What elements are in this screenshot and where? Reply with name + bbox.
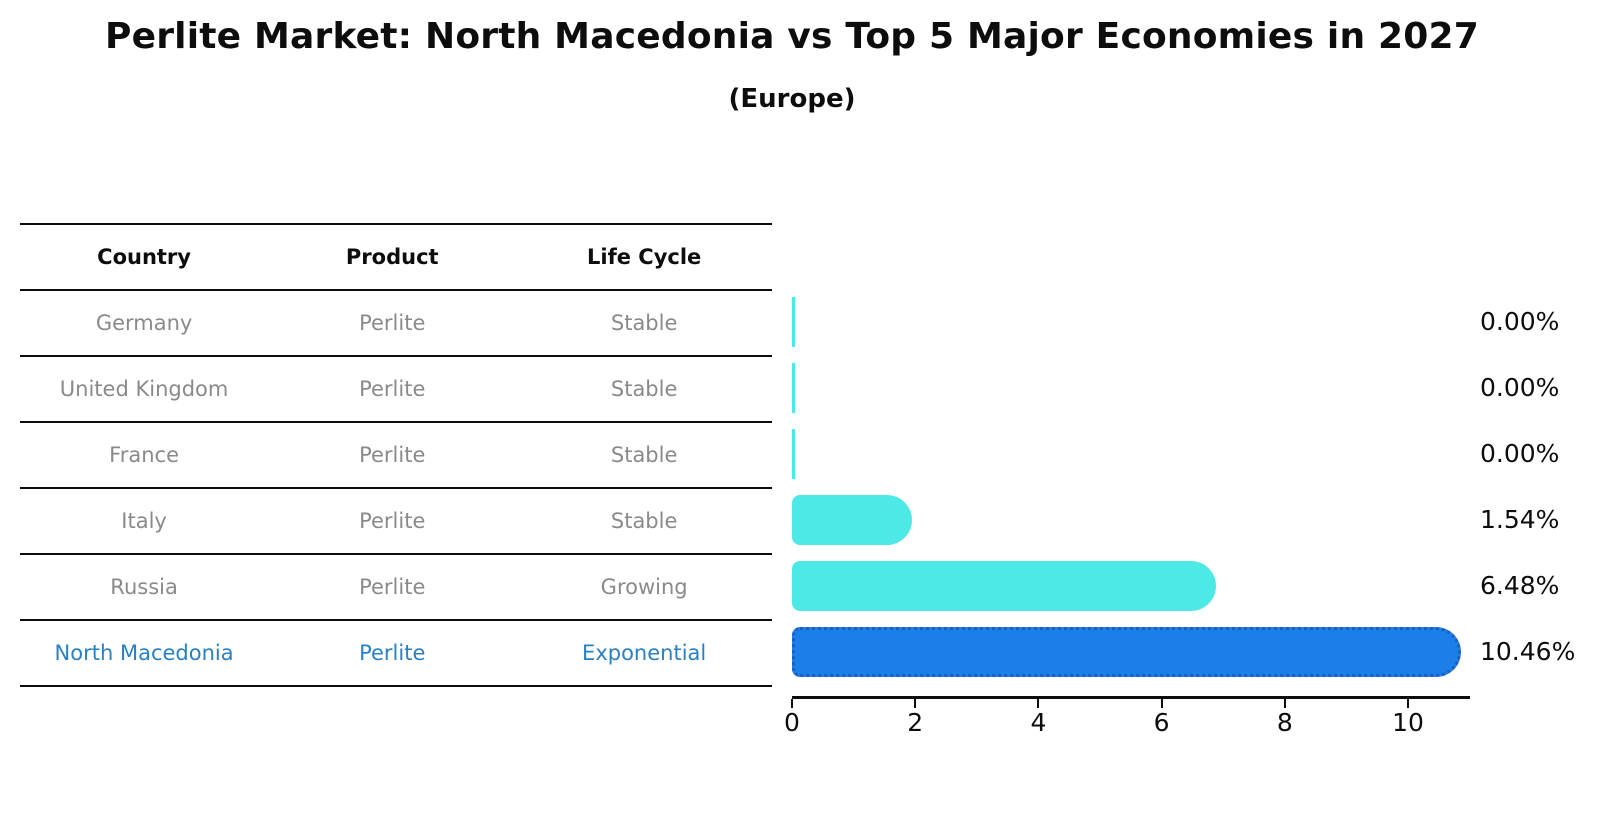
- value-label-italy: 1.54%: [1480, 505, 1560, 534]
- table-row-united-kingdom: United Kingdom Perlite Stable: [20, 355, 772, 421]
- cell-life-cycle: Stable: [610, 443, 678, 467]
- cell-country: United Kingdom: [59, 377, 229, 401]
- x-axis-tick-label-2: 2: [907, 708, 924, 737]
- value-label-north-macedonia: 10.46%: [1480, 637, 1576, 666]
- column-header-life-cycle: Life Cycle: [587, 245, 702, 269]
- cell-country: Russia: [110, 575, 178, 599]
- value-label-united-kingdom: 0.00%: [1480, 373, 1560, 402]
- cell-product: Perlite: [359, 641, 426, 665]
- x-axis-tick-label-4: 4: [1030, 708, 1047, 737]
- cell-country: Italy: [121, 509, 167, 533]
- cell-life-cycle: Exponential: [582, 641, 707, 665]
- cell-life-cycle: Stable: [610, 311, 678, 335]
- cell-country: North Macedonia: [54, 641, 234, 665]
- cell-life-cycle: Growing: [600, 575, 688, 599]
- cell-life-cycle: Stable: [610, 509, 678, 533]
- x-axis-line: [792, 696, 1470, 699]
- bar-france: [792, 429, 795, 479]
- column-header-country: Country: [97, 245, 191, 269]
- bar-russia: [792, 561, 1217, 611]
- bar-plot-area: [792, 289, 1470, 685]
- x-axis-tick-4: [1037, 699, 1040, 708]
- table-row-france: France Perlite Stable: [20, 421, 772, 487]
- bar-north-macedonia: [792, 627, 1462, 677]
- bar-row-north-macedonia: [792, 619, 1470, 685]
- cell-product: Perlite: [359, 311, 426, 335]
- cell-product: Perlite: [359, 509, 426, 533]
- x-axis-tick-8: [1283, 699, 1286, 708]
- table-row-germany: Germany Perlite Stable: [20, 289, 772, 355]
- cell-product: Perlite: [359, 443, 426, 467]
- chart-title: Perlite Market: North Macedonia vs Top 5…: [105, 16, 1479, 57]
- table-header-row: Country Product Life Cycle: [20, 223, 772, 289]
- x-axis-tick-0: [791, 699, 793, 708]
- bar-germany: [792, 297, 795, 347]
- cell-product: Perlite: [359, 377, 426, 401]
- table-row-russia: Russia Perlite Growing: [20, 553, 772, 619]
- x-axis-tick-label-10: 10: [1392, 708, 1424, 737]
- bar-row-russia: [792, 553, 1470, 619]
- cell-country: France: [109, 443, 179, 467]
- chart-subtitle: (Europe): [728, 84, 856, 114]
- bar-row-united-kingdom: [792, 355, 1470, 421]
- bar-row-italy: [792, 487, 1470, 553]
- value-label-russia: 6.48%: [1480, 571, 1560, 600]
- x-axis-tick-2: [914, 699, 917, 708]
- bar-italy: [792, 495, 912, 545]
- x-axis-tick-label-8: 8: [1276, 708, 1293, 737]
- value-label-germany: 0.00%: [1480, 307, 1560, 336]
- value-label-france: 0.00%: [1480, 439, 1560, 468]
- cell-country: Germany: [95, 311, 193, 335]
- x-axis-tick-label-0: 0: [784, 708, 800, 737]
- bar-united-kingdom: [792, 363, 795, 413]
- column-header-product: Product: [345, 245, 439, 269]
- table-row-north-macedonia: North Macedonia Perlite Exponential: [20, 619, 772, 685]
- table-row-italy: Italy Perlite Stable: [20, 487, 772, 553]
- value-label-column: 0.00% 0.00% 0.00% 1.54% 6.48% 10.46%: [1480, 289, 1604, 685]
- data-table: Country Product Life Cycle Germany Perlit…: [20, 223, 772, 687]
- bar-row-france: [792, 421, 1470, 487]
- x-axis-tick-10: [1407, 699, 1409, 708]
- cell-life-cycle: Stable: [610, 377, 678, 401]
- x-axis-tick-label-6: 6: [1153, 708, 1170, 737]
- bar-row-germany: [792, 289, 1470, 355]
- cell-product: Perlite: [359, 575, 426, 599]
- x-axis-tick-6: [1160, 699, 1163, 708]
